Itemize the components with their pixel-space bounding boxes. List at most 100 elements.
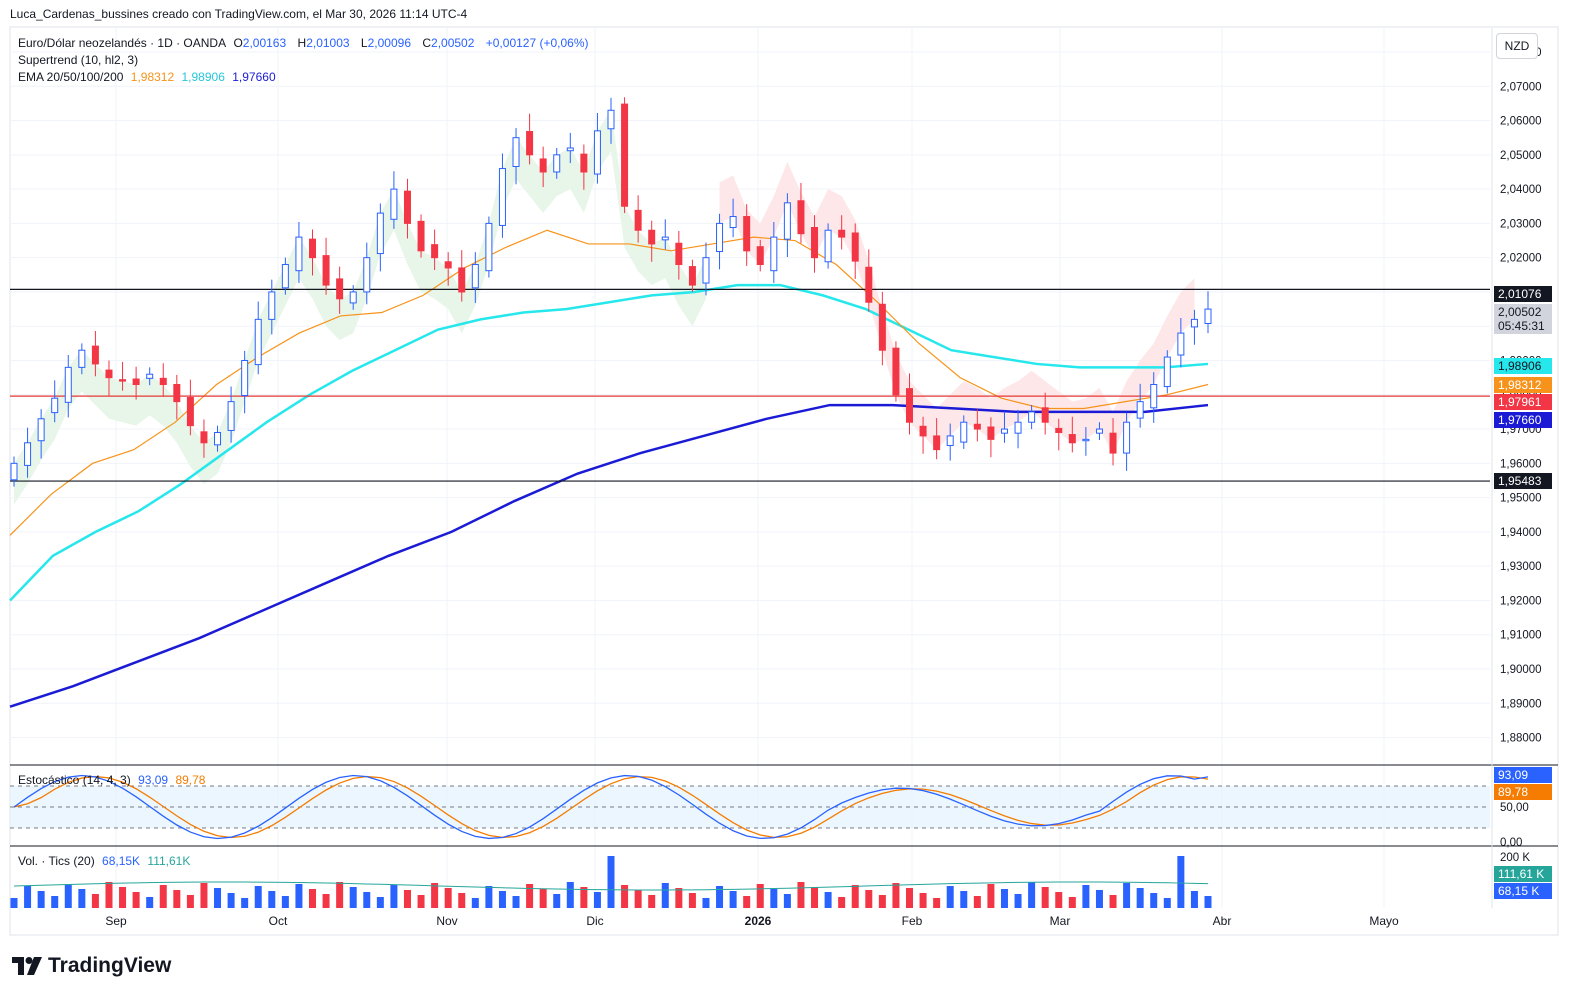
candle-body xyxy=(64,366,72,403)
candle-body xyxy=(376,212,384,255)
candle-body xyxy=(838,229,846,238)
candle-body xyxy=(1068,434,1076,444)
volume-bar xyxy=(1000,889,1008,908)
ema20-line xyxy=(9,229,1209,536)
volume-bar xyxy=(716,886,724,908)
candle-body xyxy=(593,130,601,175)
candle-body xyxy=(919,425,927,437)
volume-bar xyxy=(105,882,113,908)
supertrend-legend: Supertrend (10, hl2, 3) xyxy=(18,53,139,67)
candle-body xyxy=(553,154,561,173)
candle-body xyxy=(811,227,819,259)
candle-body xyxy=(851,232,859,262)
candle-body xyxy=(173,384,181,403)
ema200-line xyxy=(9,403,1209,708)
candle-body xyxy=(987,426,995,440)
candle-body xyxy=(91,345,99,365)
y-tick-label: 1,89000 xyxy=(1500,698,1542,710)
stoch-axis-label: 0,00 xyxy=(1500,837,1522,849)
candle-body xyxy=(1014,421,1022,434)
x-tick-label: 2026 xyxy=(745,914,772,928)
candle-body xyxy=(906,388,913,423)
stoch-axis-label: 50,00 xyxy=(1500,802,1529,814)
candle-body xyxy=(621,103,629,207)
candle-body xyxy=(403,190,411,224)
volume-bar xyxy=(797,882,805,908)
volume-bar xyxy=(471,898,479,908)
volume-bar xyxy=(783,894,791,908)
y-tick-label: 1,95000 xyxy=(1500,493,1542,505)
tradingview-logo[interactable]: TradingView xyxy=(12,954,171,978)
volume-bar xyxy=(309,889,316,908)
x-tick-label: Sep xyxy=(105,914,127,928)
volume-bar xyxy=(444,888,452,908)
candle-body xyxy=(78,349,86,368)
candle-body xyxy=(1163,356,1171,388)
candle-body xyxy=(458,267,466,293)
volume-bar xyxy=(933,898,941,908)
main-legend: Euro/Dólar neozelandés · 1D · OANDA O2,0… xyxy=(18,36,589,50)
candle-body xyxy=(1177,332,1185,356)
volume-bar xyxy=(1204,896,1212,908)
volume-bar xyxy=(824,892,832,908)
volume-bar xyxy=(268,891,276,908)
y-tick-label: 1,96000 xyxy=(1500,458,1542,470)
candle-body xyxy=(471,264,479,289)
candle-body xyxy=(241,360,249,396)
price-tag-red-line: 1,97961 xyxy=(1494,394,1552,410)
volume-bar xyxy=(702,898,710,908)
price-tag-upper-line: 2,01076 xyxy=(1494,286,1552,302)
x-tick-label: Feb xyxy=(902,914,923,928)
volume-bar xyxy=(10,898,18,908)
volume-legend: Vol. · Tics (20) 68,15K 111,61K xyxy=(18,854,191,868)
volume-bar xyxy=(987,884,995,908)
volume-bar xyxy=(417,895,425,908)
y-tick-label: 1,91000 xyxy=(1500,630,1542,642)
candle-body xyxy=(661,236,669,241)
candle-body xyxy=(417,220,425,252)
candle-body xyxy=(933,435,941,451)
volume-bar xyxy=(526,884,534,908)
y-tick-label: 2,04000 xyxy=(1500,184,1542,196)
volume-bar xyxy=(919,893,927,908)
volume-bar xyxy=(390,885,398,908)
volume-bar xyxy=(146,897,154,908)
volume-bar xyxy=(1055,892,1063,908)
candle-body xyxy=(607,109,615,130)
volume-bar xyxy=(865,890,873,908)
candle-body xyxy=(498,168,506,226)
candle-body xyxy=(702,257,710,284)
stoch-tag-k: 93,09 xyxy=(1494,767,1552,783)
volume-bar xyxy=(51,896,59,908)
candle-body xyxy=(309,238,316,259)
y-tick-label: 2,03000 xyxy=(1500,218,1542,230)
x-tick-label: Abr xyxy=(1213,914,1232,928)
y-tick-label: 1,90000 xyxy=(1500,664,1542,676)
price-tag-last: 2,00502 05:45:31 xyxy=(1494,304,1552,334)
volume-bar xyxy=(1041,887,1049,908)
candle-body xyxy=(1000,428,1008,434)
y-tick-label: 1,93000 xyxy=(1500,561,1542,573)
x-tick-label: Mar xyxy=(1050,914,1071,928)
volume-bar xyxy=(539,889,547,908)
volume-bar xyxy=(254,886,262,908)
volume-bar xyxy=(756,884,764,908)
x-tick-label: Nov xyxy=(436,914,457,928)
volume-bar xyxy=(566,882,574,908)
ema-legend: EMA 20/50/100/200 1,98312 1,98906 1,9766… xyxy=(18,70,276,84)
volume-bar xyxy=(214,888,222,908)
volume-bar xyxy=(960,891,968,908)
volume-bar xyxy=(1095,890,1103,908)
currency-button[interactable]: NZD xyxy=(1496,33,1538,59)
candle-body xyxy=(960,421,968,443)
candle-body xyxy=(146,373,154,379)
volume-bar xyxy=(946,886,954,908)
candle-body xyxy=(322,255,330,286)
candle-body xyxy=(159,377,167,386)
volume-tag-avg: 111,61 K xyxy=(1494,866,1552,882)
volume-bar xyxy=(743,896,751,908)
volume-bar xyxy=(1082,885,1090,908)
stoch-k-line xyxy=(13,774,1209,840)
volume-bar xyxy=(336,882,344,908)
